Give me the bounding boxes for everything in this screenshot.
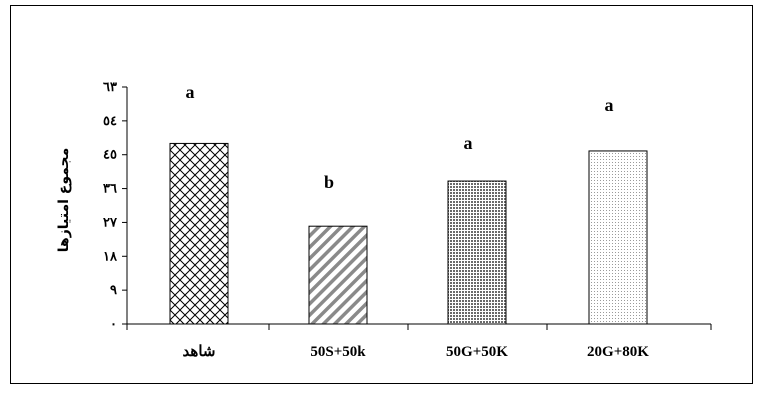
bars: [169, 142, 648, 325]
bar-4: [588, 150, 648, 325]
significance-labels: a b a a: [186, 82, 614, 192]
chart-frame: [10, 5, 753, 384]
bar-2: [308, 225, 368, 325]
y-tick-label: ٥٤: [103, 113, 117, 128]
category-label: 50G+50K: [446, 344, 508, 360]
y-tick-label: ٠: [110, 316, 117, 331]
y-tick-label: ٦٣: [103, 79, 117, 94]
significance-label: a: [464, 133, 473, 153]
category-label: 50S+50k: [310, 344, 366, 360]
y-tick-label: ٩: [110, 282, 117, 297]
y-axis: ٠ ٩ ١٨ ٢٧ ٣٦ ٤٥ ٥٤ ٦٣: [103, 79, 128, 331]
x-axis: [126, 323, 712, 330]
significance-label: a: [605, 95, 614, 115]
y-axis-title: مجموع امتيازها: [56, 148, 72, 253]
bar-3: [447, 180, 507, 325]
category-label: شاهد: [183, 344, 216, 360]
significance-label: b: [324, 172, 334, 192]
y-tick-label: ٢٧: [103, 214, 118, 229]
category-label: 20G+80K: [587, 344, 649, 360]
y-tick-label: ٣٦: [103, 181, 117, 196]
category-labels: شاهد 50S+50k 50G+50K 20G+80K: [183, 344, 650, 360]
significance-label: a: [186, 82, 195, 102]
bar-1: [169, 142, 229, 325]
y-tick-label: ٤٥: [103, 147, 117, 162]
y-tick-label: ١٨: [103, 248, 118, 263]
